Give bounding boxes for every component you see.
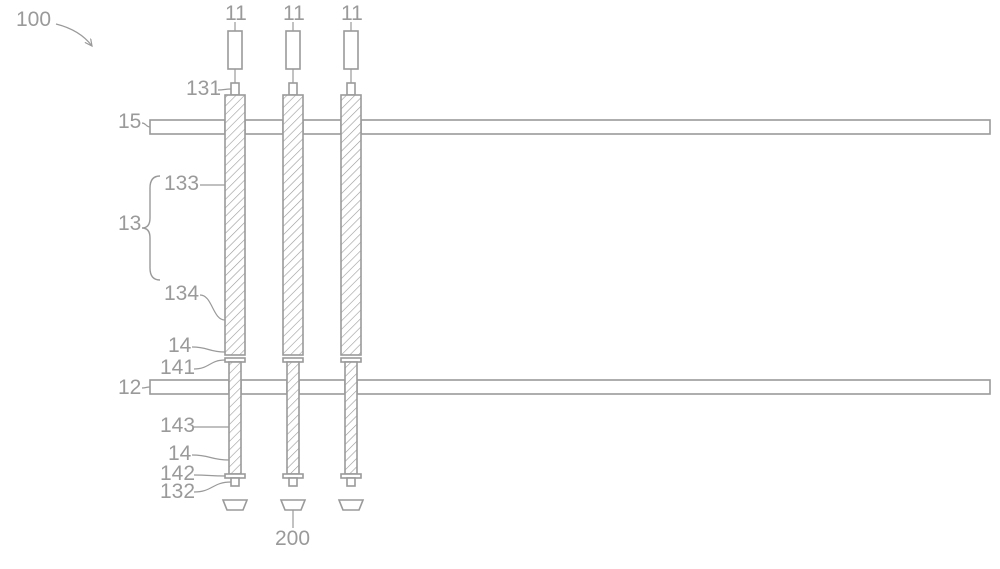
label-text: 200: [275, 527, 310, 550]
label-text: 132: [160, 480, 195, 503]
label-text: 12: [118, 376, 141, 399]
label-text: 13: [118, 212, 141, 235]
label-text: 11: [225, 2, 247, 25]
label-text: 143: [160, 414, 195, 437]
label-text: 133: [164, 172, 199, 195]
label-text: 15: [118, 110, 141, 133]
label-text: 141: [160, 356, 195, 379]
label-text: 14: [168, 334, 192, 357]
label-text: 11: [341, 2, 363, 25]
label-text: 11: [283, 2, 305, 25]
label-text: 131: [186, 77, 221, 100]
label-text: 134: [164, 282, 199, 305]
label-text: 100: [16, 8, 51, 31]
